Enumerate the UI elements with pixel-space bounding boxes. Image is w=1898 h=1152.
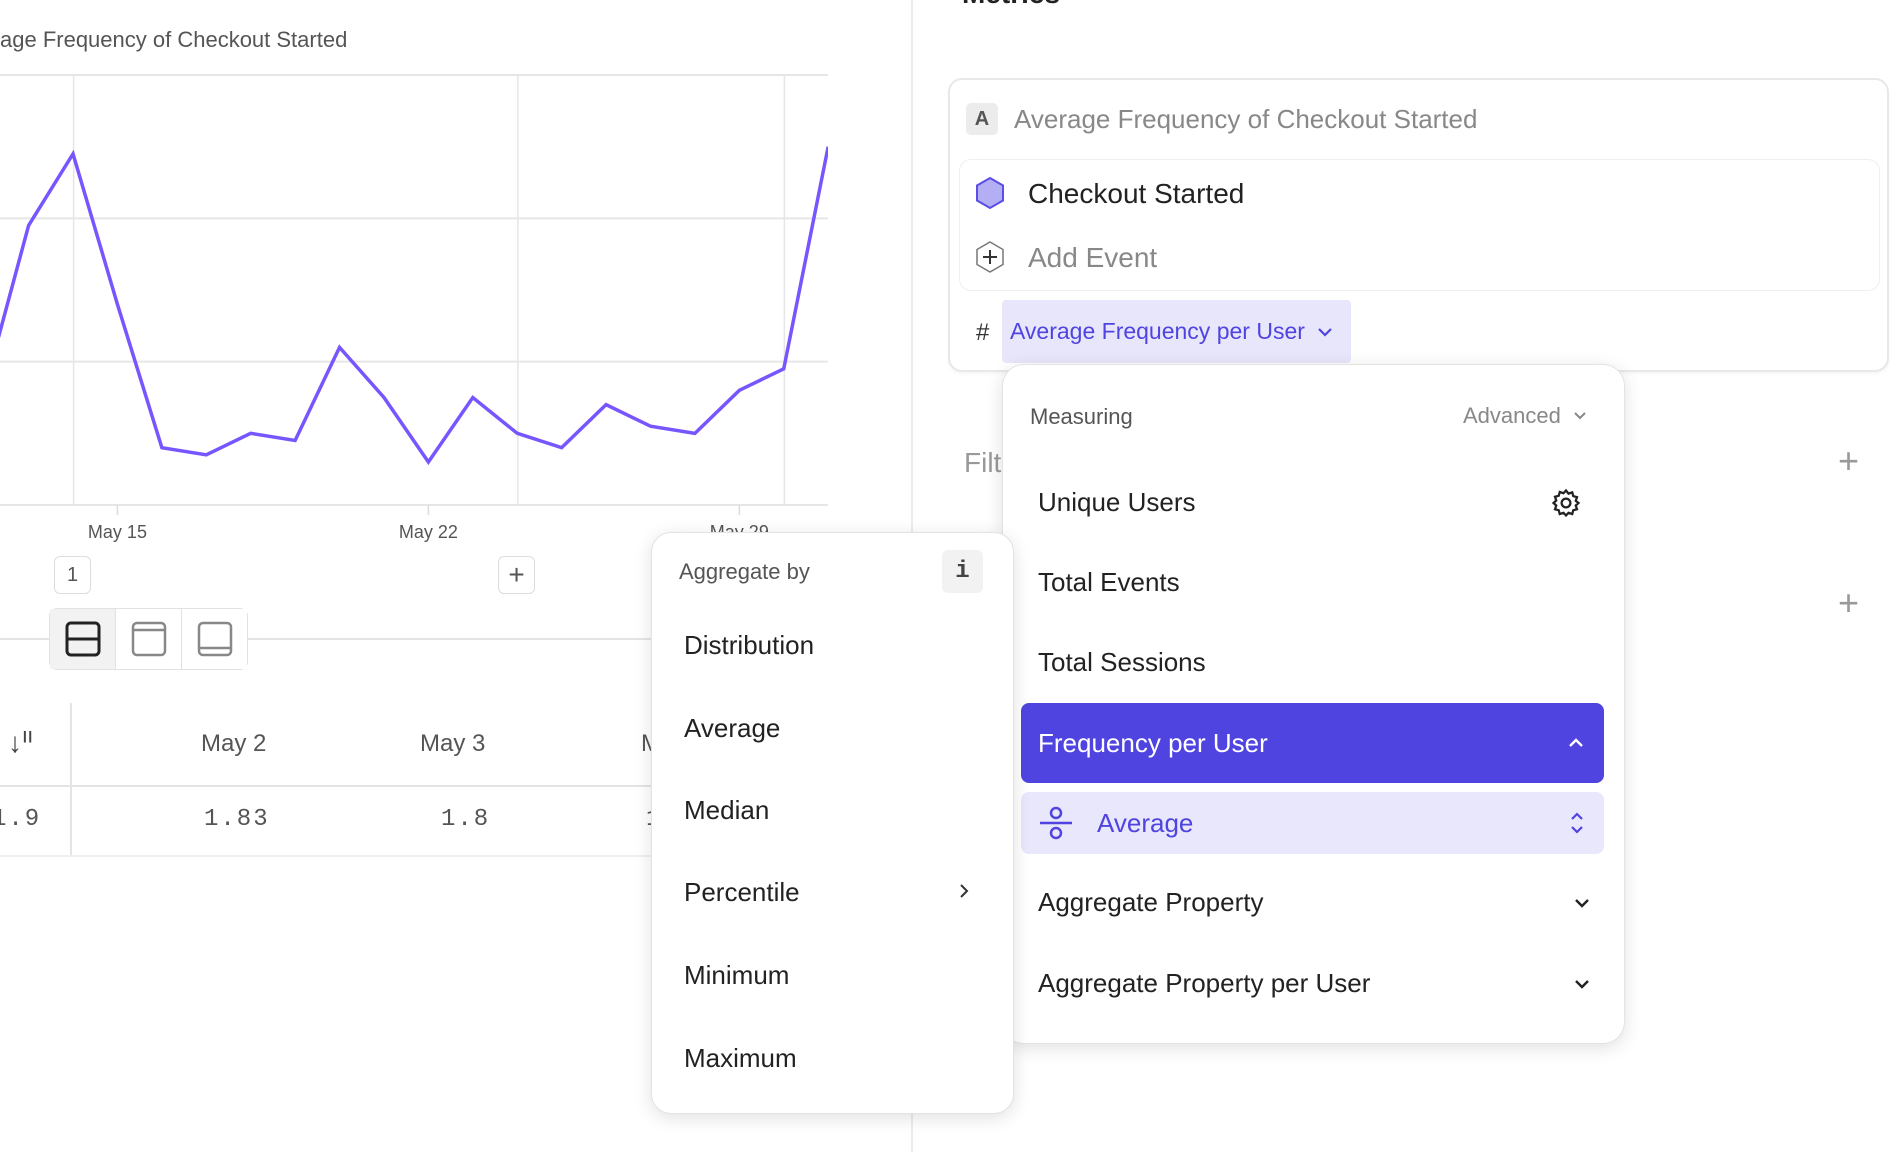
- aggregate-option-minimum[interactable]: Minimum: [684, 960, 790, 990]
- split-layout-icon: [65, 621, 100, 657]
- event-name[interactable]: Checkout Started: [1028, 178, 1245, 209]
- x-tick-label: May 15: [88, 522, 147, 542]
- chevron-right-icon: [960, 884, 969, 898]
- chart-only-layout-icon: [131, 621, 166, 657]
- metrics-heading: Metrics: [962, 0, 1060, 10]
- measure-dropdown-label: Average Frequency per User: [1010, 318, 1305, 344]
- average-divide-icon: [1040, 806, 1072, 840]
- menu-item-aggregate-property-per-user[interactable]: Aggregate Property per User: [1038, 968, 1590, 999]
- measure-dropdown[interactable]: Average Frequency per User: [1002, 300, 1351, 363]
- aggregate-by-menu: [651, 532, 1014, 1114]
- menu-item-unique-users[interactable]: Unique Users: [1038, 487, 1196, 517]
- chevron-down-icon: [1575, 898, 1589, 908]
- measuring-label: Measuring: [1030, 404, 1133, 429]
- row-border: [0, 855, 660, 857]
- aggregate-option-average[interactable]: Average: [684, 713, 781, 743]
- menu-item-label: Aggregate Property per User: [1038, 968, 1371, 998]
- advanced-toggle[interactable]: Advanced: [1463, 403, 1587, 429]
- info-icon[interactable]: i: [942, 550, 983, 593]
- chevron-up-icon: [1569, 738, 1583, 747]
- metric-name[interactable]: Average Frequency of Checkout Started: [1014, 104, 1478, 134]
- layout-split-button[interactable]: [50, 609, 116, 669]
- table-cell: 1.8: [441, 806, 491, 833]
- header-border: [0, 785, 660, 787]
- advanced-label: Advanced: [1463, 403, 1561, 428]
- aggregate-by-label: Aggregate by: [679, 559, 810, 584]
- aggregate-option-maximum[interactable]: Maximum: [684, 1043, 797, 1073]
- x-tick-label: May 22: [399, 522, 458, 542]
- add-event-button[interactable]: Add Event: [1028, 242, 1158, 273]
- chart-title: age Frequency of Checkout Started: [0, 27, 348, 52]
- table-only-layout-icon: [197, 621, 232, 657]
- add-event-icon: [976, 241, 1004, 273]
- hash-icon: #: [976, 319, 990, 346]
- add-filter-icon[interactable]: +: [1838, 440, 1860, 481]
- layout-chart-button[interactable]: [116, 609, 182, 669]
- metric-letter-badge: A: [966, 103, 998, 135]
- menu-item-label: Frequency per User: [1038, 727, 1268, 758]
- chevron-down-icon: [1575, 979, 1589, 989]
- menu-item-label: Aggregate Property: [1038, 887, 1264, 917]
- layout-toggle: [49, 608, 248, 670]
- chevron-down-icon: [1574, 412, 1586, 420]
- aggregation-select[interactable]: Average: [1021, 792, 1604, 854]
- chevron-down-icon: [1318, 327, 1332, 337]
- event-hexagon-icon: [976, 176, 1004, 210]
- chevron-up-down-icon: [1571, 812, 1583, 834]
- event-list: [959, 159, 1880, 291]
- layout-table-button[interactable]: [182, 609, 247, 669]
- page-number-button[interactable]: 1: [54, 556, 91, 594]
- filter-heading: Filt: [964, 447, 1002, 478]
- table-cell: 1.9: [0, 806, 42, 833]
- column-header[interactable]: May 2: [201, 730, 267, 757]
- aggregation-select-value: Average: [1097, 807, 1194, 838]
- add-breakdown-icon[interactable]: +: [1838, 582, 1860, 623]
- table-cell: 1.83: [204, 806, 270, 833]
- menu-item-frequency-per-user[interactable]: Frequency per User: [1021, 703, 1604, 783]
- menu-item-total-sessions[interactable]: Total Sessions: [1038, 647, 1206, 677]
- aggregate-option-median[interactable]: Median: [684, 795, 770, 825]
- menu-item-total-events[interactable]: Total Events: [1038, 567, 1180, 597]
- aggregate-option-percentile[interactable]: Percentile: [684, 877, 800, 907]
- aggregate-option-distribution[interactable]: Distribution: [684, 630, 815, 660]
- series-line: [0, 146, 828, 466]
- gear-icon[interactable]: [1551, 488, 1581, 518]
- menu-item-aggregate-property[interactable]: Aggregate Property: [1038, 887, 1590, 918]
- add-annotation-button[interactable]: +: [498, 556, 535, 594]
- column-divider: [70, 703, 72, 856]
- divider: [0, 638, 660, 640]
- sort-icon[interactable]: ↓ᑊᑊ: [8, 727, 33, 758]
- column-header[interactable]: May 3: [420, 730, 486, 757]
